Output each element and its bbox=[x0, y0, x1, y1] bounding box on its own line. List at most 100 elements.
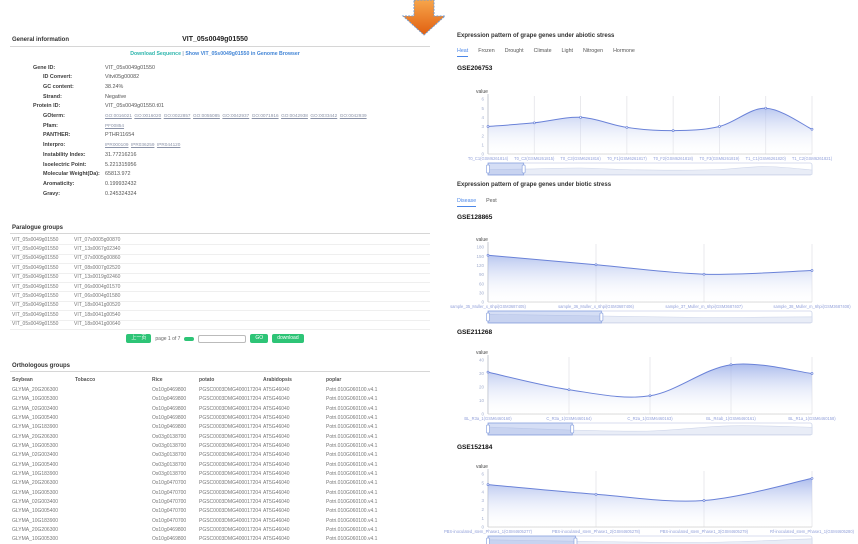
annotation-link[interactable]: GO:0071916 bbox=[251, 113, 279, 118]
expression-chart-GSE211268: 0 10 20 30 40 value BL_R3a_1(GSM6460160) C_R3a_… bbox=[464, 350, 836, 436]
y-tick-label: 0 bbox=[481, 525, 484, 530]
y-tick-label: 120 bbox=[476, 263, 484, 268]
field-row: GC content: 38.24% bbox=[0, 84, 430, 93]
prev-page-button[interactable]: 上一页 bbox=[126, 334, 152, 343]
tab-hormone[interactable]: Hormone bbox=[613, 48, 635, 54]
datazoom-handle-right[interactable] bbox=[570, 424, 575, 434]
field-row: Molecular Weight(Da): 65813.972 bbox=[0, 171, 430, 180]
datazoom-selected-window[interactable] bbox=[487, 422, 573, 436]
annotation-link[interactable]: GO:0042937 bbox=[222, 113, 250, 118]
gse-heading-1: GSE206753 bbox=[457, 65, 493, 72]
y-tick-label: 5 bbox=[481, 106, 484, 111]
column-header: Rice bbox=[152, 377, 163, 383]
tab-climate[interactable]: Climate bbox=[533, 48, 552, 54]
genome-browser-link[interactable]: Show VIT_05s0049g01550 in Genome Browser bbox=[185, 51, 300, 57]
y-tick-label: 0 bbox=[481, 152, 484, 157]
orthologous-cell: AT5G46040 bbox=[263, 489, 290, 496]
annotation-link[interactable]: PF00854 bbox=[105, 122, 125, 128]
paralogue-cell: VIT_06s0004g01570 bbox=[74, 283, 121, 290]
x-tick-label: T0_F3(GSM6261819) bbox=[700, 156, 740, 161]
annotation-link[interactable]: GO:0055085 bbox=[193, 113, 220, 118]
annotation-link[interactable]: GO:0033442 bbox=[310, 113, 338, 118]
orthologous-cell: Potri.010G060100.v4.1 bbox=[326, 396, 378, 403]
tab-disease[interactable]: Disease bbox=[457, 198, 477, 207]
datazoom-handle-right[interactable] bbox=[573, 537, 578, 544]
field-value: PTHR11654 bbox=[105, 132, 135, 139]
datazoom-selected-window[interactable] bbox=[487, 162, 525, 176]
x-tick-label: BL_R3a_1(GSM6460160) bbox=[464, 416, 512, 421]
table-row: VIT_05s0049g01550 VIT_18s0041g00540 bbox=[10, 310, 430, 321]
datazoom-handle-left[interactable] bbox=[486, 312, 490, 322]
annotation-link[interactable]: IPR044120 bbox=[156, 142, 181, 148]
annotation-link[interactable]: GO:0016021 bbox=[105, 113, 132, 118]
orthologous-cell: PGSC0003DMG400017204 bbox=[199, 414, 261, 421]
tab-pest[interactable]: Pest bbox=[486, 198, 497, 204]
orthologous-cell: PGSC0003DMG400017204 bbox=[199, 526, 261, 533]
orthologous-cell: AT5G46040 bbox=[263, 405, 290, 412]
orthologous-cell: Potri.010G060100.v4.1 bbox=[326, 461, 378, 468]
tab-nitrogen[interactable]: Nitrogen bbox=[583, 48, 604, 54]
page-number-input[interactable] bbox=[198, 334, 247, 343]
orthologous-cell: Potri.010G060100.v4.1 bbox=[326, 517, 378, 524]
table-row: GLYMA_10G183900 Os10g0469800 PGSC0003DMG40… bbox=[0, 423, 430, 432]
field-row: ID Convert: Vitvi05g00082 bbox=[0, 74, 430, 83]
orthologous-cell: GLYMA_02G003400 bbox=[12, 405, 59, 412]
tab-drought[interactable]: Drought bbox=[504, 48, 524, 54]
area-series bbox=[488, 108, 812, 154]
sequence-links-row: Download Sequence | Show VIT_05s0049g015… bbox=[0, 51, 430, 57]
page-title: VIT_05s0049g01550 bbox=[182, 36, 248, 43]
annotation-link[interactable]: IPR000109 bbox=[105, 142, 129, 148]
orthologous-cell: Potri.010G060100.v4.1 bbox=[326, 498, 378, 505]
gse-heading-4: GSE152184 bbox=[457, 444, 493, 451]
orthologous-cell: AT5G46040 bbox=[263, 480, 290, 487]
annotation-link[interactable]: GO:0016020 bbox=[134, 113, 162, 118]
table-row: VIT_05s0049g01550 VIT_07s0005g00860 bbox=[10, 254, 430, 265]
orthologous-cell: PGSC0003DMG400017204 bbox=[199, 387, 261, 393]
next-page-button[interactable] bbox=[184, 336, 195, 341]
datazoom-selected-window[interactable] bbox=[487, 535, 576, 544]
orthologous-cell: Potri.010G060100.v4.1 bbox=[326, 442, 378, 449]
field-value: 0.245324324 bbox=[105, 190, 137, 197]
orthologous-cell: Potri.010G060100.v4.1 bbox=[326, 508, 378, 515]
field-value: VIT_05s0049g01550.t01 bbox=[105, 103, 165, 110]
field-row: Interpro: IPR000109 IPR036259 IPR044120 bbox=[0, 142, 430, 151]
table-row: GLYMA_10G005400 Os10g0469800 PGSC0003DMG40… bbox=[0, 414, 430, 423]
go-button[interactable]: GO bbox=[250, 334, 269, 343]
annotation-link[interactable]: GO:0042939 bbox=[339, 113, 367, 118]
orthologous-cell: GLYMA_10G005300 bbox=[12, 442, 59, 449]
field-value: IPR000109 IPR036259 IPR044120 bbox=[105, 142, 183, 148]
paralogue-cell: VIT_05s0049g01550 bbox=[12, 245, 59, 252]
orthologous-cell: PGSC0003DMG400017204 bbox=[199, 517, 261, 524]
orthologous-cell: Os10g0470700 bbox=[152, 480, 187, 487]
tab-heat[interactable]: Heat bbox=[457, 48, 469, 57]
datazoom-handle-left[interactable] bbox=[486, 537, 490, 544]
paralogue-cell: VIT_18s0041g00540 bbox=[74, 311, 121, 318]
download-sequence-link[interactable]: Download Sequence bbox=[130, 51, 181, 57]
orthologous-cell: Os10g0469800 bbox=[152, 387, 187, 393]
expression-chart-GSE152184: 0 1 2 3 4 5 6 value PBS-inoculated_stem_Phase1_1… bbox=[444, 464, 855, 544]
tab-frozen[interactable]: Frozen bbox=[478, 48, 495, 54]
field-value: 31.77216216 bbox=[105, 151, 137, 158]
orthologous-cell: AT5G46040 bbox=[263, 442, 290, 449]
paralogue-cell: VIT_05s0049g01550 bbox=[12, 274, 59, 281]
y-tick-label: 20 bbox=[479, 385, 485, 390]
datazoom-handle-left[interactable] bbox=[486, 164, 490, 174]
download-button[interactable]: download bbox=[272, 334, 304, 343]
datazoom-handle-left[interactable] bbox=[486, 424, 490, 434]
datazoom-handle-right[interactable] bbox=[521, 164, 526, 174]
annotation-link[interactable]: GO:0042938 bbox=[281, 113, 308, 118]
pagination-bar: 上一页 page 1 of 7 GO download bbox=[0, 334, 430, 343]
orthologous-cell: AT5G46040 bbox=[263, 387, 290, 393]
datazoom-selected-window[interactable] bbox=[487, 310, 602, 324]
orthologous-cell: Os10g0470700 bbox=[152, 498, 187, 505]
orthologous-cell: Potri.010G060100.v4.1 bbox=[326, 405, 378, 412]
field-label: Gravy: bbox=[43, 190, 61, 197]
annotation-link[interactable]: GO:0022857 bbox=[163, 113, 191, 118]
annotation-link[interactable]: IPR036259 bbox=[130, 142, 155, 148]
datazoom-handle-right[interactable] bbox=[599, 312, 604, 322]
orthologous-cell: AT5G46040 bbox=[263, 424, 290, 431]
line-series bbox=[487, 107, 813, 132]
orthologous-cell: GLYMA_10G005400 bbox=[12, 461, 59, 468]
tab-light[interactable]: Light bbox=[561, 48, 574, 54]
table-row: GLYMA_20G206300 Os10g0469800 PGSC0003DMG40… bbox=[0, 386, 430, 395]
